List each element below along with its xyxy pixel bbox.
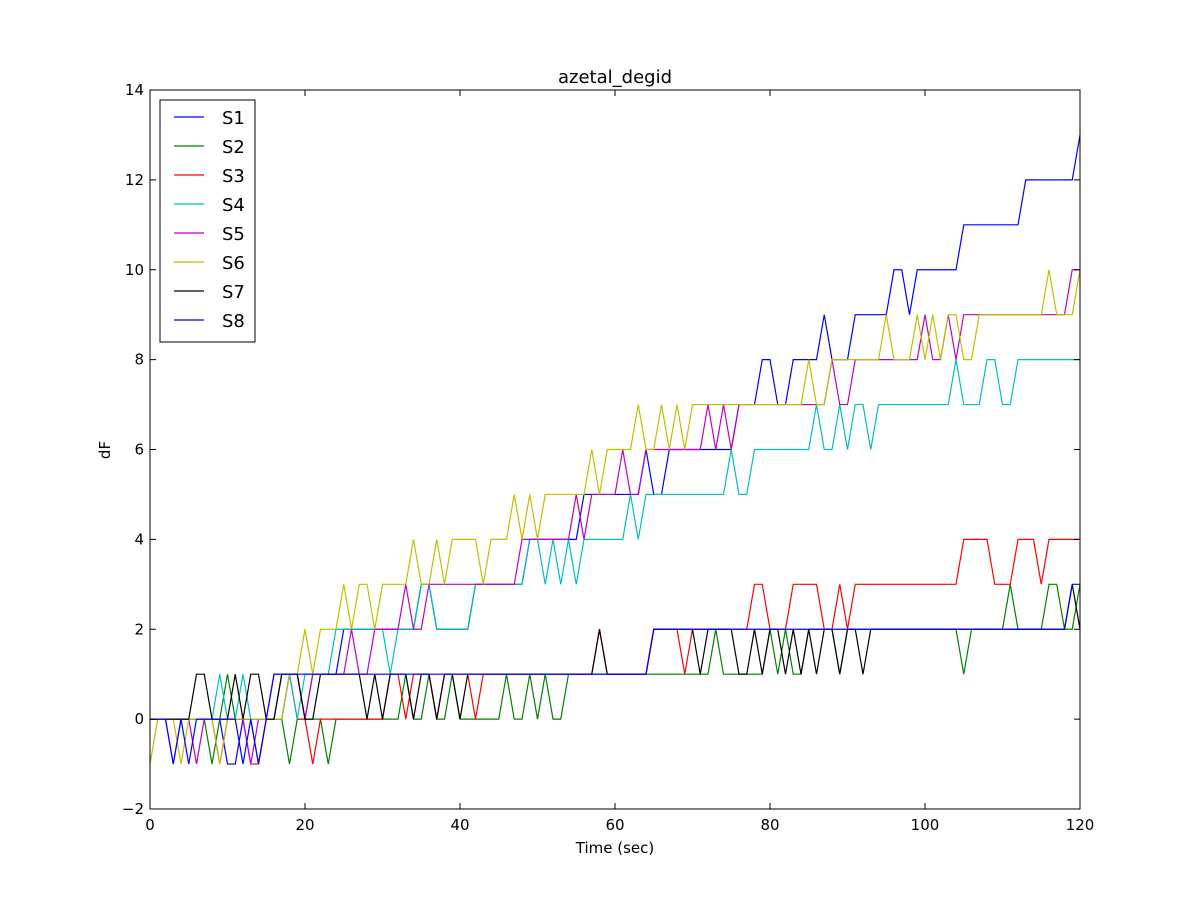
y-tick-label: 2 xyxy=(134,620,144,638)
y-tick-label: 12 xyxy=(125,171,144,189)
series-line-s8 xyxy=(150,583,1080,765)
y-tick-label: 4 xyxy=(134,530,144,548)
y-axis-label: dF xyxy=(96,441,114,459)
legend-label-s4: S4 xyxy=(222,195,245,216)
x-tick-label: 100 xyxy=(911,816,940,834)
y-tick-label: −2 xyxy=(122,800,144,818)
x-tick-label: 80 xyxy=(760,816,779,834)
y-tick-label: 14 xyxy=(125,81,144,99)
legend: S1 S2 S3 S4 S5 S6 S7 S8 xyxy=(159,99,256,343)
x-tick-label: 120 xyxy=(1066,816,1095,834)
series-line-s6 xyxy=(149,269,1081,765)
y-tick-label: 6 xyxy=(134,441,144,459)
legend-label-s8: S8 xyxy=(222,311,245,332)
legend-label-s2: S2 xyxy=(222,137,245,158)
x-tick-label: 40 xyxy=(450,816,469,834)
legend-label-s3: S3 xyxy=(222,166,245,187)
legend-box xyxy=(159,99,256,343)
x-tick-label: 20 xyxy=(295,816,314,834)
chart-title: azetal_degid xyxy=(558,67,672,88)
legend-label-s5: S5 xyxy=(222,224,245,245)
legend-label-s7: S7 xyxy=(222,282,245,303)
y-tick-label: 0 xyxy=(134,710,144,728)
y-tick-label: 8 xyxy=(134,351,144,369)
legend-label-s6: S6 xyxy=(222,253,245,274)
x-tick-label: 60 xyxy=(605,816,624,834)
legend-label-s1: S1 xyxy=(222,108,245,129)
x-axis-label: Time (sec) xyxy=(575,839,654,857)
x-tick-label: 0 xyxy=(145,816,155,834)
series-layer xyxy=(149,134,1081,765)
y-tick-label: 10 xyxy=(125,261,144,279)
